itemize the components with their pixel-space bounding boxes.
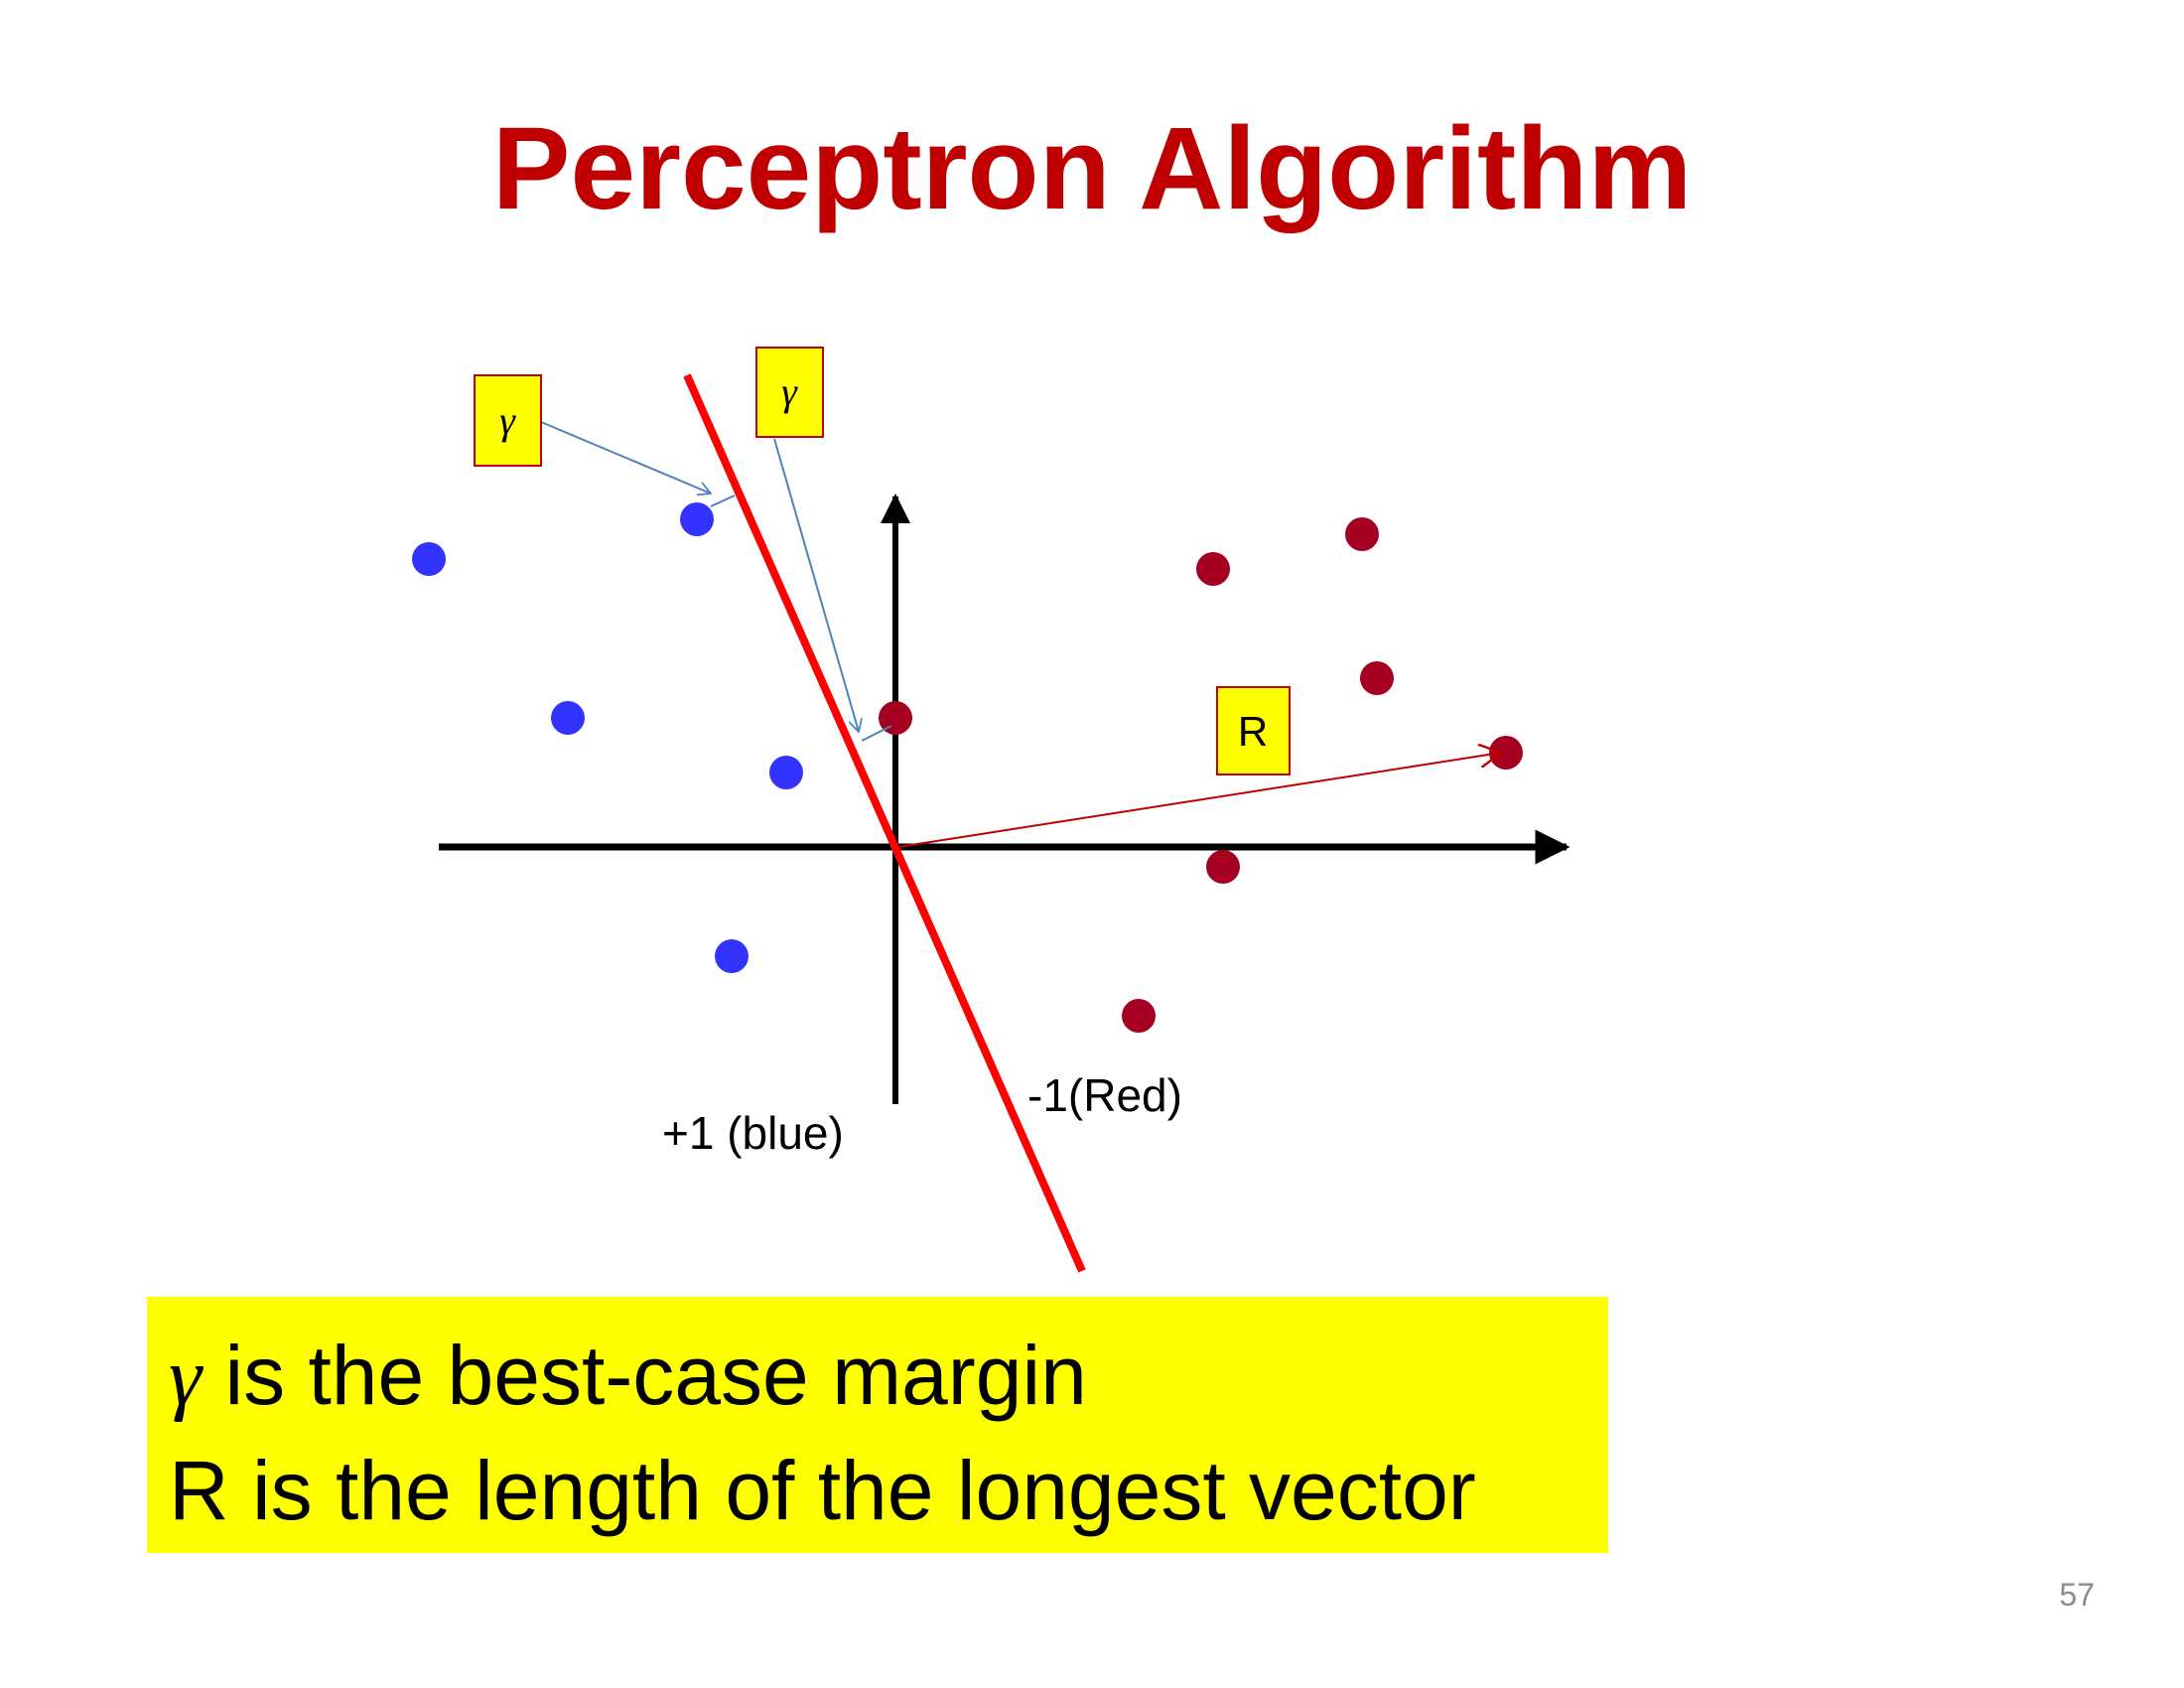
negative-class-label: -1(Red) (1027, 1069, 1182, 1121)
negative-point-5 (1489, 736, 1523, 770)
positive-point-1 (412, 542, 446, 576)
margin-label-right-text: γ (781, 369, 798, 414)
positive-point-5 (715, 939, 749, 973)
negative-points (879, 517, 1523, 1033)
margin-arrow-left (540, 421, 711, 493)
margin-label-left-text: γ (499, 398, 516, 443)
negative-point-3 (1345, 517, 1379, 551)
margin-arrow-right (773, 438, 859, 732)
negative-point-2 (1196, 552, 1230, 586)
separating-line (683, 373, 1086, 1273)
radius-arrow (897, 753, 1501, 848)
positive-point-4 (769, 756, 803, 789)
radius-label: R (1216, 686, 1291, 775)
positive-point-2 (680, 502, 714, 536)
margin-tick-left (710, 494, 736, 507)
margin-label-right: γ (755, 347, 824, 438)
page-number: 57 (2059, 1577, 2095, 1613)
slide-title: Perceptron Algorithm (491, 103, 1693, 234)
callout-margin-text: is the best-case margin (202, 1329, 1087, 1422)
positive-points (412, 502, 803, 973)
margin-tick-right (861, 725, 892, 742)
negative-point-1 (879, 701, 912, 735)
callout-line-margin: γ is the best-case margin (169, 1319, 1608, 1434)
negative-point-7 (1122, 999, 1156, 1033)
radius-label-text: R (1238, 708, 1268, 755)
positive-class-label: +1 (blue) (662, 1107, 844, 1159)
margin-label-left: γ (474, 374, 542, 467)
callout-line-radius: R is the length of the longest vector (169, 1444, 1476, 1537)
callout-box: γ is the best-case margin R is the lengt… (147, 1297, 1608, 1553)
negative-point-6 (1206, 850, 1240, 884)
positive-point-3 (551, 701, 585, 735)
negative-point-4 (1360, 661, 1394, 695)
gamma-symbol: γ (169, 1331, 203, 1423)
